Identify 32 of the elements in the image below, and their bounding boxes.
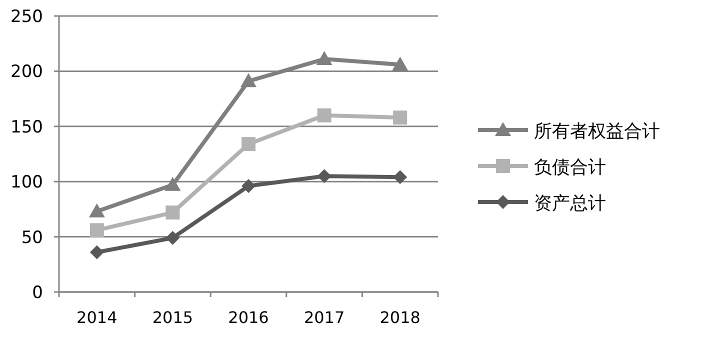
y-tick-label: 150 [10, 117, 43, 138]
point [392, 56, 408, 71]
point [242, 137, 256, 152]
point [317, 108, 332, 122]
legend-label: 资产总计 [534, 193, 606, 214]
y-tick-label: 100 [10, 172, 43, 193]
point [90, 245, 104, 260]
legend-item: 负债合计 [478, 157, 606, 178]
legend-label: 负债合计 [534, 157, 606, 178]
point [393, 110, 408, 125]
x-tick-label: 2014 [76, 308, 118, 327]
point [242, 179, 256, 194]
point [90, 223, 104, 238]
legend-item: 资产总计 [478, 193, 606, 214]
point [240, 73, 256, 88]
legend-label: 所有者权益合计 [534, 121, 660, 142]
y-tick-label: 250 [10, 7, 43, 27]
point [164, 176, 181, 191]
point [317, 169, 332, 184]
x-tick-label: 2015 [152, 308, 194, 327]
point [166, 206, 180, 220]
y-tick-label: 0 [32, 283, 43, 303]
x-tick-label: 2016 [228, 308, 269, 327]
y-tick-label: 200 [10, 62, 43, 82]
x-tick-label: 2018 [380, 308, 420, 327]
point [393, 170, 408, 184]
y-tick-label: 50 [21, 228, 43, 248]
point [88, 203, 105, 218]
point [166, 230, 180, 245]
point [316, 51, 332, 66]
x-tick-label: 2017 [304, 308, 345, 327]
legend-item: 所有者权益合计 [478, 121, 660, 142]
